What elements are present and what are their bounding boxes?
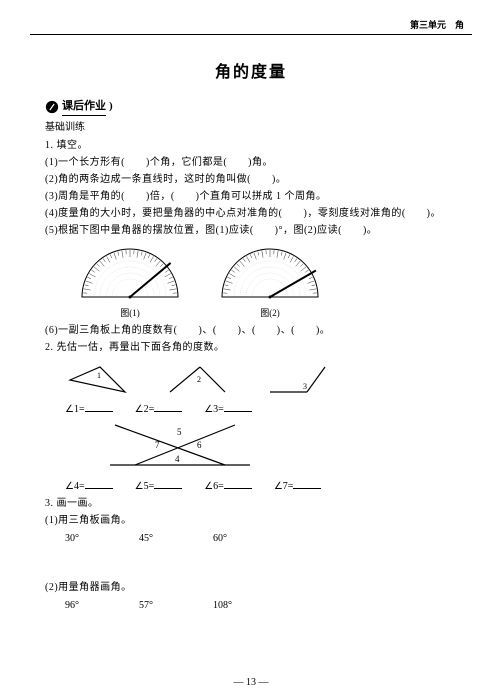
blank-row-1: ∠1= ∠2= ∠3= (65, 401, 457, 418)
q3-part2-values: 96° 57° 108° (65, 598, 457, 614)
angle-2: 2 (165, 362, 235, 397)
svg-text:2: 2 (197, 375, 201, 384)
svg-text:3: 3 (303, 382, 307, 391)
svg-text:7: 7 (155, 440, 160, 450)
label-angle4: ∠4= (65, 481, 85, 492)
q1-item3: (3)周角是平角的( )倍，( )个直角可以拼成 1 个周角。 (45, 189, 457, 205)
angle-row-1: 1 2 3 (65, 362, 457, 397)
label-angle1: ∠1= (65, 404, 85, 415)
page-title: 角的度量 (45, 60, 457, 86)
label-angle6: ∠6= (204, 481, 224, 492)
val-96: 96° (65, 598, 79, 614)
fig1-caption: 图(1) (75, 306, 185, 320)
val-30: 30° (65, 531, 79, 547)
angle-3: 3 (265, 362, 335, 397)
q3-part1-label: (1)用三角板画角。 (45, 513, 457, 529)
label-angle5: ∠5= (135, 481, 155, 492)
blank-row-2: ∠4= ∠5= ∠6= ∠7= (65, 478, 457, 495)
q3-part1-values: 30° 45° 60° (65, 531, 457, 547)
q1-item2: (2)角的两条边成一条直线时，这时的角叫做( )。 (45, 172, 457, 188)
val-45: 45° (139, 531, 153, 547)
val-57: 57° (139, 598, 153, 614)
q1-lead: 1. 填空。 (45, 138, 457, 154)
q1-item1: (1)一个长方形有( )个角，它们都是( )角。 (45, 155, 457, 171)
q2-lead: 2. 先估一估，再量出下面各角的度数。 (45, 340, 457, 356)
q3-part2-label: (2)用量角器画角。 (45, 580, 457, 596)
svg-text:1: 1 (97, 371, 101, 380)
protractor-1: 图(1) (75, 245, 185, 320)
val-60: 60° (213, 531, 227, 547)
fig2-caption: 图(2) (215, 306, 325, 320)
svg-text:6: 6 (197, 440, 202, 450)
label-angle7: ∠7= (274, 481, 294, 492)
pencil-icon (45, 100, 59, 114)
protractor-2: 图(2) (215, 245, 325, 320)
header-divider (30, 34, 472, 35)
subsection-header: 基础训练 (45, 120, 457, 136)
section-suffix: ) (109, 98, 113, 116)
q1-item6: (6)一副三角板上角的度数有( )、( )、( )、( )。 (45, 323, 457, 339)
svg-text:4: 4 (175, 454, 180, 464)
section-header: 课后作业 ) (45, 98, 457, 117)
q3-lead: 3. 画一画。 (45, 496, 457, 512)
unit-label: 第三单元 角 (410, 18, 464, 32)
label-angle3: ∠3= (204, 404, 224, 415)
val-108: 108° (213, 598, 232, 614)
page-number: — 13 — (0, 675, 502, 691)
label-angle2: ∠2= (135, 404, 155, 415)
angle-1: 1 (65, 362, 135, 397)
section-label: 课后作业 (62, 98, 106, 117)
q1-item4: (4)度量角的大小时，要把量角器的中心点对准角的( )，零刻度线对准角的( )。 (45, 206, 457, 222)
q1-item5: (5)根据下图中量角器的摆放位置，图(1)应读( )°，图(2)应读( )。 (45, 223, 457, 239)
protractor-row: 图(1) 图(2) (75, 245, 457, 320)
x-figure: 5 7 6 4 (105, 420, 457, 476)
svg-text:5: 5 (177, 427, 182, 437)
